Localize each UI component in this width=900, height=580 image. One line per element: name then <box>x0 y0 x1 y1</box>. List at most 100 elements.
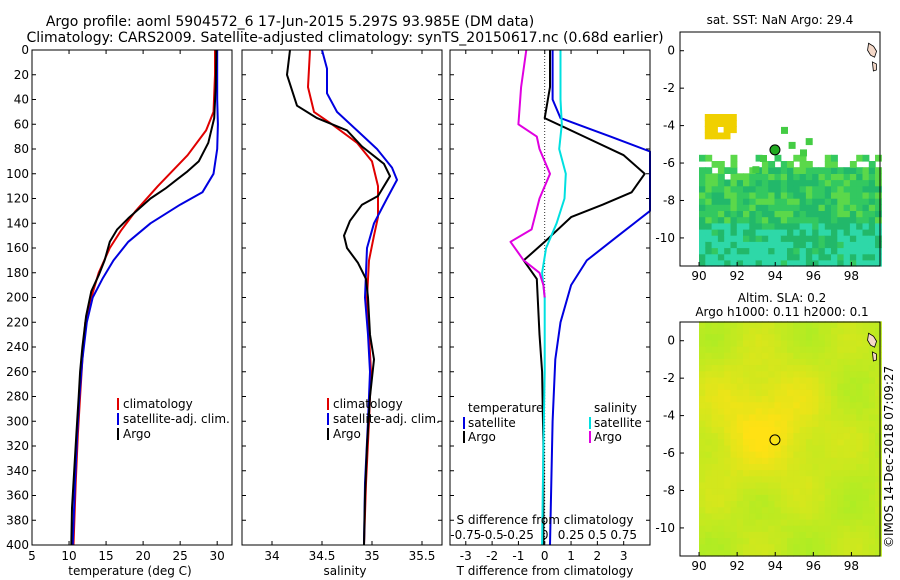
sst-cell <box>824 216 832 224</box>
sst-cell <box>843 167 851 174</box>
sst-map: sat. SST: NaN Argo: 29.4 90 92 94 96 980-2-4… <box>655 13 882 283</box>
sla-cell <box>774 321 782 329</box>
sla-cell <box>787 426 794 434</box>
sla-cell <box>743 346 750 353</box>
sla-cell <box>868 506 876 514</box>
sla-cell <box>749 321 757 329</box>
sst-cell <box>818 204 826 211</box>
sla-cell <box>761 500 769 508</box>
sst-cell <box>699 216 706 224</box>
sst-cell <box>799 179 807 187</box>
sla-cell <box>805 438 813 446</box>
sla-cell <box>831 481 838 489</box>
sst-cell <box>793 247 801 255</box>
sla-map-subtitle: Argo h1000: 0.11 h2000: 0.1 <box>695 305 868 319</box>
sla-cell <box>856 531 864 539</box>
sst-cell <box>717 198 725 205</box>
sst-cell <box>799 161 807 168</box>
sla-cell <box>831 333 838 341</box>
temperature-series-argo <box>70 49 218 546</box>
sla-cell <box>705 376 713 384</box>
sla-cell <box>875 444 882 452</box>
sst-cell <box>868 253 876 261</box>
sla-cell <box>755 512 763 520</box>
sla-cell <box>724 432 732 440</box>
sst-cell <box>724 235 732 242</box>
sla-cell <box>868 512 876 520</box>
sst-cell <box>799 185 807 193</box>
sla-cell <box>805 420 813 427</box>
sla-cell <box>856 389 864 396</box>
sla-cell <box>730 438 738 446</box>
sst-cell <box>824 228 832 236</box>
sla-cell <box>824 475 832 483</box>
sst-cell <box>705 154 713 162</box>
sla-cell <box>711 370 719 378</box>
sla-cell <box>743 407 750 415</box>
sla-cell <box>768 549 776 557</box>
sla-cell <box>824 339 832 347</box>
sla-cell <box>862 413 870 421</box>
sst-cell <box>818 191 826 199</box>
sla-cell <box>699 426 706 434</box>
sla-cell <box>818 321 826 329</box>
sla-cell <box>705 358 713 366</box>
sla-cell <box>761 481 769 489</box>
sla-cell <box>705 438 713 446</box>
sst-cell <box>730 241 738 249</box>
sst-cell <box>824 179 832 187</box>
sst-cell <box>805 253 813 261</box>
sla-cell <box>856 543 864 551</box>
sst-cell <box>862 210 870 218</box>
sla-cell <box>837 500 845 508</box>
sla-cell <box>755 475 763 483</box>
sst-cell <box>843 228 851 236</box>
sla-cell <box>717 549 725 557</box>
sla-cell <box>875 389 882 396</box>
sla-cell <box>862 549 870 557</box>
sla-cell <box>787 321 794 329</box>
sla-cell <box>856 420 864 427</box>
sst-cell <box>805 216 813 224</box>
sst-cell <box>812 235 820 242</box>
sla-cell <box>699 346 706 353</box>
sst-cell <box>818 235 826 242</box>
sla-cell <box>717 395 725 403</box>
sla-cell <box>761 346 769 353</box>
sst-cell <box>843 247 851 255</box>
sla-cell <box>705 469 713 477</box>
sla-cell <box>743 438 750 446</box>
sla-cell <box>768 481 776 489</box>
sla-cell <box>749 543 757 551</box>
sla-cell <box>768 413 776 421</box>
sst-cell <box>800 149 807 157</box>
sla-cell <box>774 358 782 366</box>
sst-cell <box>849 173 857 181</box>
sla-cell <box>717 438 725 446</box>
sla-cell <box>749 352 757 359</box>
sla-cell <box>774 401 782 409</box>
sla-cell <box>755 413 763 421</box>
sst-cell <box>793 167 801 174</box>
sst-cell <box>761 216 769 224</box>
sla-cell <box>717 358 725 366</box>
sla-cell <box>705 506 713 514</box>
sla-cell <box>717 463 725 471</box>
sla-cell <box>780 444 788 452</box>
sla-cell <box>780 494 788 501</box>
sst-cell <box>755 204 763 211</box>
sst-cell <box>862 216 870 224</box>
sla-cell <box>743 451 750 458</box>
sla-cell <box>818 346 826 353</box>
sst-cell <box>705 173 713 181</box>
sla-cell <box>824 395 832 403</box>
sla-cell <box>818 420 826 427</box>
sla-cell <box>736 413 744 421</box>
sla-cell <box>849 370 857 378</box>
sla-cell <box>768 518 776 526</box>
sst-cell <box>755 216 763 224</box>
temperature-ytick-label: 340 <box>6 464 29 478</box>
sla-cell <box>843 457 851 464</box>
s-difference-label: S difference from climatology <box>457 513 634 527</box>
sst-cell <box>856 167 864 174</box>
